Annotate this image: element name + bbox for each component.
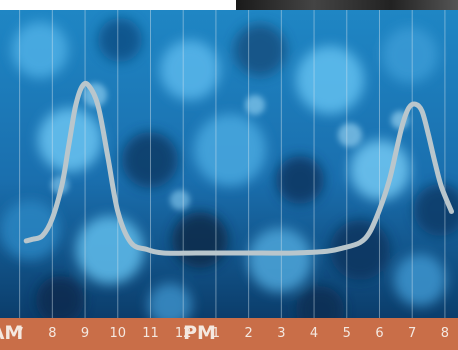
x-tick-label: 12 bbox=[174, 326, 192, 341]
x-tick-label: 2 bbox=[244, 326, 253, 341]
x-tick-label: 9 bbox=[80, 326, 90, 341]
series-line-traffic bbox=[23, 80, 454, 256]
x-tick-label: PM bbox=[183, 322, 216, 344]
top-white-strip bbox=[0, 0, 458, 10]
blue-flower-photo-background bbox=[0, 10, 458, 318]
x-tick-label: 7 bbox=[15, 326, 24, 341]
x-tick-label: 8 bbox=[440, 326, 450, 341]
x-tick-label: 1 bbox=[211, 326, 221, 341]
chart-plot bbox=[19, 10, 454, 318]
x-tick-label: 3 bbox=[277, 326, 286, 341]
x-tick-label: 10 bbox=[109, 326, 127, 341]
time-axis-bar: AM789101112PM12345678 bbox=[0, 318, 458, 350]
x-tick-label: 6 bbox=[375, 326, 384, 341]
hour-gridlines bbox=[19, 10, 446, 318]
corner-photo-fragment bbox=[236, 0, 458, 10]
x-tick-label: 7 bbox=[408, 326, 417, 341]
x-tick-label: AM bbox=[0, 322, 24, 344]
x-tick-label: 4 bbox=[309, 326, 319, 341]
x-tick-label: 11 bbox=[142, 326, 159, 341]
x-tick-label: 8 bbox=[48, 326, 57, 341]
x-tick-label: 5 bbox=[342, 326, 351, 341]
